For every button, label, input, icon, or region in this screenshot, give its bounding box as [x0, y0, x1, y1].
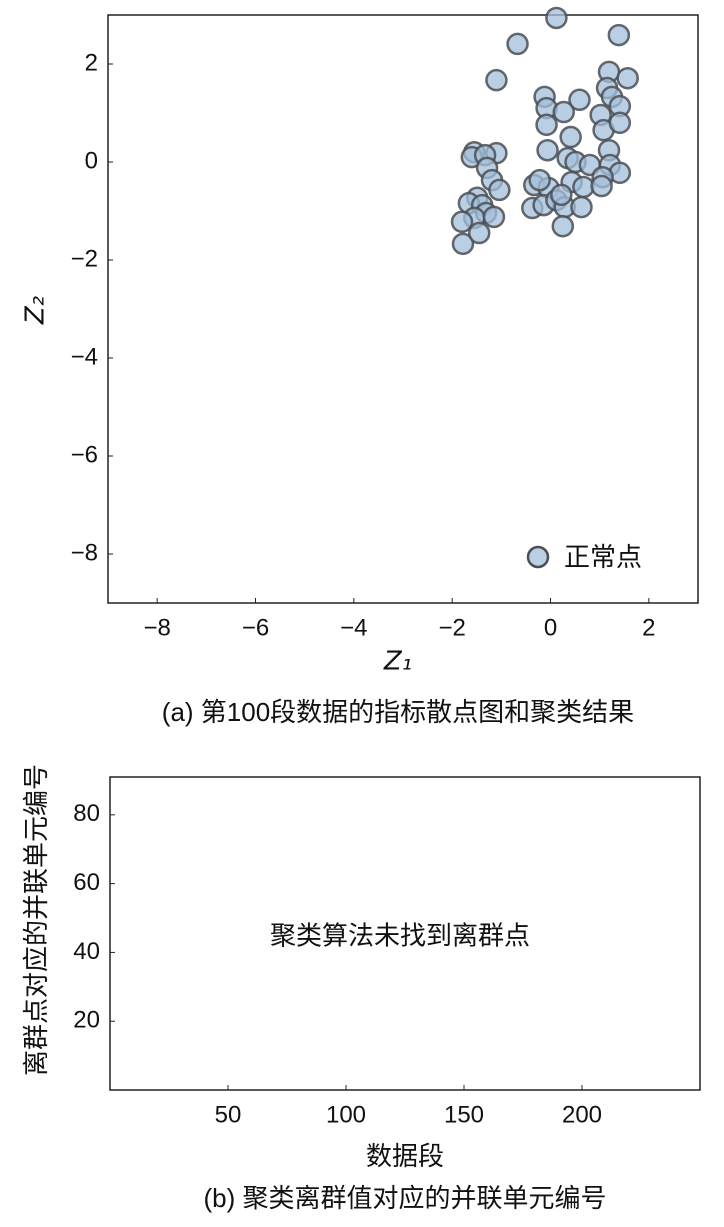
x-tick-label: 2 — [642, 614, 655, 641]
x-tick-label: −2 — [438, 614, 465, 641]
point — [535, 113, 558, 137]
point — [482, 205, 506, 229]
point — [550, 183, 573, 207]
point — [551, 214, 575, 238]
y-tick-label: −2 — [71, 245, 98, 272]
y-tick-label: 20 — [73, 1007, 100, 1034]
point — [608, 111, 632, 135]
x-tick-label: 150 — [444, 1101, 484, 1128]
x-axis-label: Z₁ — [383, 647, 412, 677]
point — [467, 221, 491, 245]
point — [506, 32, 529, 56]
y-tick-label: −8 — [71, 539, 98, 566]
point — [485, 68, 508, 92]
point — [559, 125, 582, 149]
point — [570, 195, 593, 219]
plot-frame — [107, 14, 699, 604]
y-tick-label: 40 — [73, 938, 100, 965]
caption: (a) 第100段数据的指标散点图和聚类结果 — [162, 697, 634, 727]
x-axis-label: 数据段 — [366, 1141, 444, 1171]
point — [450, 210, 474, 234]
legend-label: 正常点 — [564, 542, 642, 572]
x-tick-label: 0 — [544, 614, 557, 641]
x-tick-label: −4 — [340, 614, 367, 641]
y-tick-label: −4 — [71, 343, 98, 370]
x-tick-label: −6 — [242, 614, 269, 641]
point — [536, 138, 559, 162]
plot-frame — [109, 776, 701, 1091]
y-tick-label: 0 — [85, 147, 98, 174]
point — [616, 66, 639, 90]
y-tick-label: 2 — [85, 49, 98, 76]
x-tick-label: 200 — [562, 1101, 602, 1128]
y-tick-label: −6 — [71, 441, 98, 468]
y-axis-label: Z₂ — [21, 296, 51, 325]
y-tick-label: 80 — [73, 800, 100, 827]
point — [552, 100, 576, 124]
point — [590, 174, 613, 198]
point — [568, 88, 591, 112]
point — [545, 6, 568, 30]
point — [528, 168, 551, 192]
legend-marker — [526, 545, 550, 569]
point — [607, 23, 631, 47]
caption: (b) 聚类离群值对应的并联单元编号 — [203, 1183, 606, 1213]
y-axis-label: 离群点对应的并联单元编号 — [21, 764, 51, 1076]
x-tick-label: 50 — [215, 1101, 242, 1128]
point — [488, 178, 511, 202]
annotation: 聚类算法未找到离群点 — [270, 920, 530, 950]
point — [451, 232, 475, 256]
y-tick-label: 60 — [73, 869, 100, 896]
x-tick-label: −8 — [143, 614, 170, 641]
x-tick-label: 100 — [326, 1101, 366, 1128]
